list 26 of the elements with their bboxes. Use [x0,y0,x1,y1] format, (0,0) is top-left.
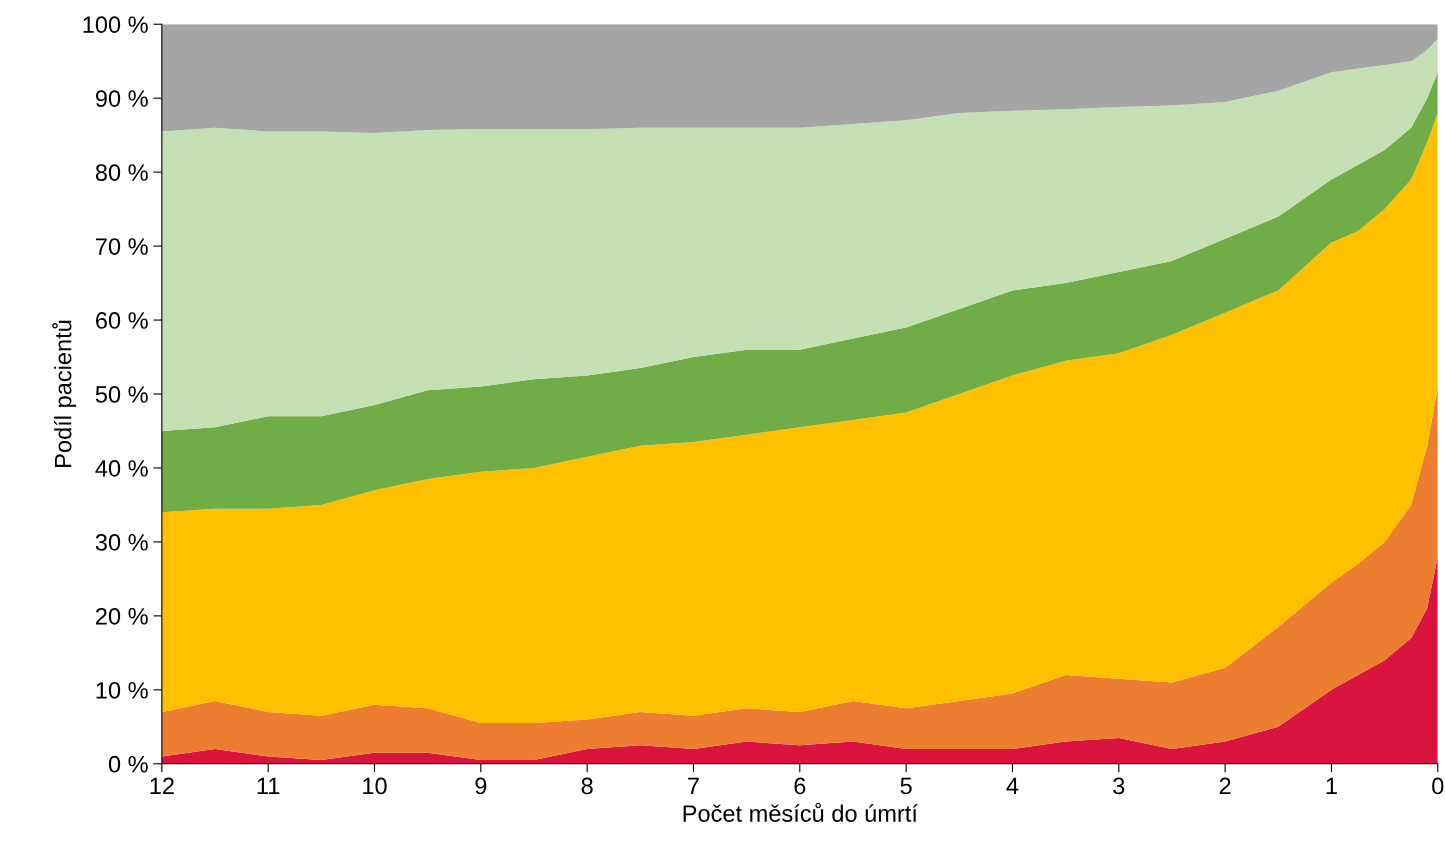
y-tick-label: 10 % [96,681,148,699]
x-tick-label: 1 [1326,777,1337,795]
x-tick-label: 8 [581,777,593,795]
x-axis-title: Počet měsíců do úmrtí [683,802,918,822]
x-tick-label: 11 [257,777,280,795]
y-tick-label: 20 % [96,607,148,625]
y-tick-label: 30 % [95,533,148,551]
x-tick-label: 12 [150,777,174,795]
y-tick-label: 50 % [95,386,148,403]
y-tick-label: 60 % [96,312,148,329]
x-tick-label: 10 [363,777,387,795]
x-tick-label: 3 [1113,777,1125,795]
y-tick-label: 40 % [95,460,148,477]
x-tick-label: 7 [688,777,699,795]
y-tick-label: 100 % [83,16,148,34]
x-tick-label: 0 [1432,777,1444,795]
x-tick-label: 4 [1006,777,1019,795]
x-tick-label: 5 [900,777,912,795]
y-tick-label: 0 % [108,755,148,773]
y-tick-label: 70 % [96,238,148,255]
y-tick-label: 90 % [95,90,148,107]
x-tick-label: 9 [475,777,487,795]
y-axis-title: Podíl pacientů [52,320,77,467]
x-tick-label: 6 [794,777,806,795]
x-tick-label: 2 [1219,777,1231,795]
y-tick-label: 80 % [95,164,148,181]
